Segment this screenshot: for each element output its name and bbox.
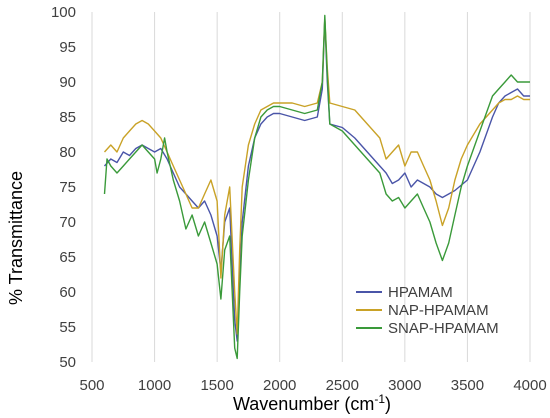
x-tick-label: 2000	[263, 377, 296, 394]
series-lines	[103, 14, 530, 360]
legend-label: NAP-HPAMAM	[388, 302, 489, 319]
x-tick-labels: 500 1000 1500 2000 2500 3000 3500 4000	[79, 377, 546, 394]
y-tick-label: 100	[51, 4, 76, 21]
x-axis-title-main: Wavenumber (cm	[233, 394, 374, 414]
x-axis-title: Wavenumber (cm-1)	[233, 392, 391, 414]
series-line-nap-hpamam	[103, 18, 530, 335]
y-tick-label: 90	[59, 74, 76, 91]
legend-label: SNAP-HPAMAM	[388, 320, 499, 337]
x-axis-title-end: )	[385, 394, 391, 414]
y-tick-label: 55	[59, 319, 76, 336]
x-tick-label: 500	[79, 377, 104, 394]
x-tick-label: 3500	[451, 377, 484, 394]
y-tick-label: 65	[59, 249, 76, 266]
y-tick-label: 95	[59, 39, 76, 56]
y-tick-label: 75	[59, 179, 76, 196]
y-axis-title: % Transmittance	[6, 171, 26, 305]
x-axis-title-sup: -1	[374, 392, 385, 406]
y-tick-label: 85	[59, 109, 76, 126]
x-tick-label: 1000	[138, 377, 171, 394]
x-tick-label: 2500	[326, 377, 359, 394]
series-line-hpamam	[103, 18, 530, 342]
y-tick-label: 80	[59, 144, 76, 161]
y-tick-labels: 50 55 60 65 70 75 80 85 90 95 100	[51, 4, 76, 371]
legend-label: HPAMAM	[388, 284, 453, 301]
series-line-snap-hpamam	[103, 14, 530, 360]
x-tick-label: 1500	[200, 377, 233, 394]
y-tick-label: 70	[59, 214, 76, 231]
x-tick-label: 4000	[513, 377, 546, 394]
x-tick-label: 3000	[388, 377, 421, 394]
grid-lines	[91, 12, 531, 362]
y-tick-label: 60	[59, 284, 76, 301]
y-tick-label: 50	[59, 354, 76, 371]
